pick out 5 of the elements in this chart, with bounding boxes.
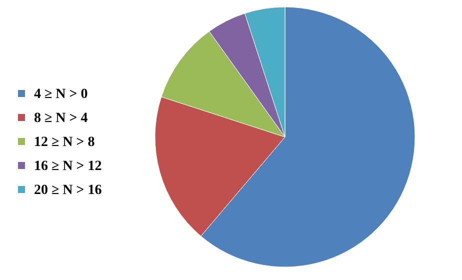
legend-label: 4 ≥ N > 0 [34,87,88,102]
legend-label: 16 ≥ N > 12 [34,159,102,174]
legend-label: 12 ≥ N > 8 [34,135,95,150]
legend-label: 8 ≥ N > 4 [34,111,88,126]
legend-label: 20 ≥ N > 16 [34,183,102,198]
